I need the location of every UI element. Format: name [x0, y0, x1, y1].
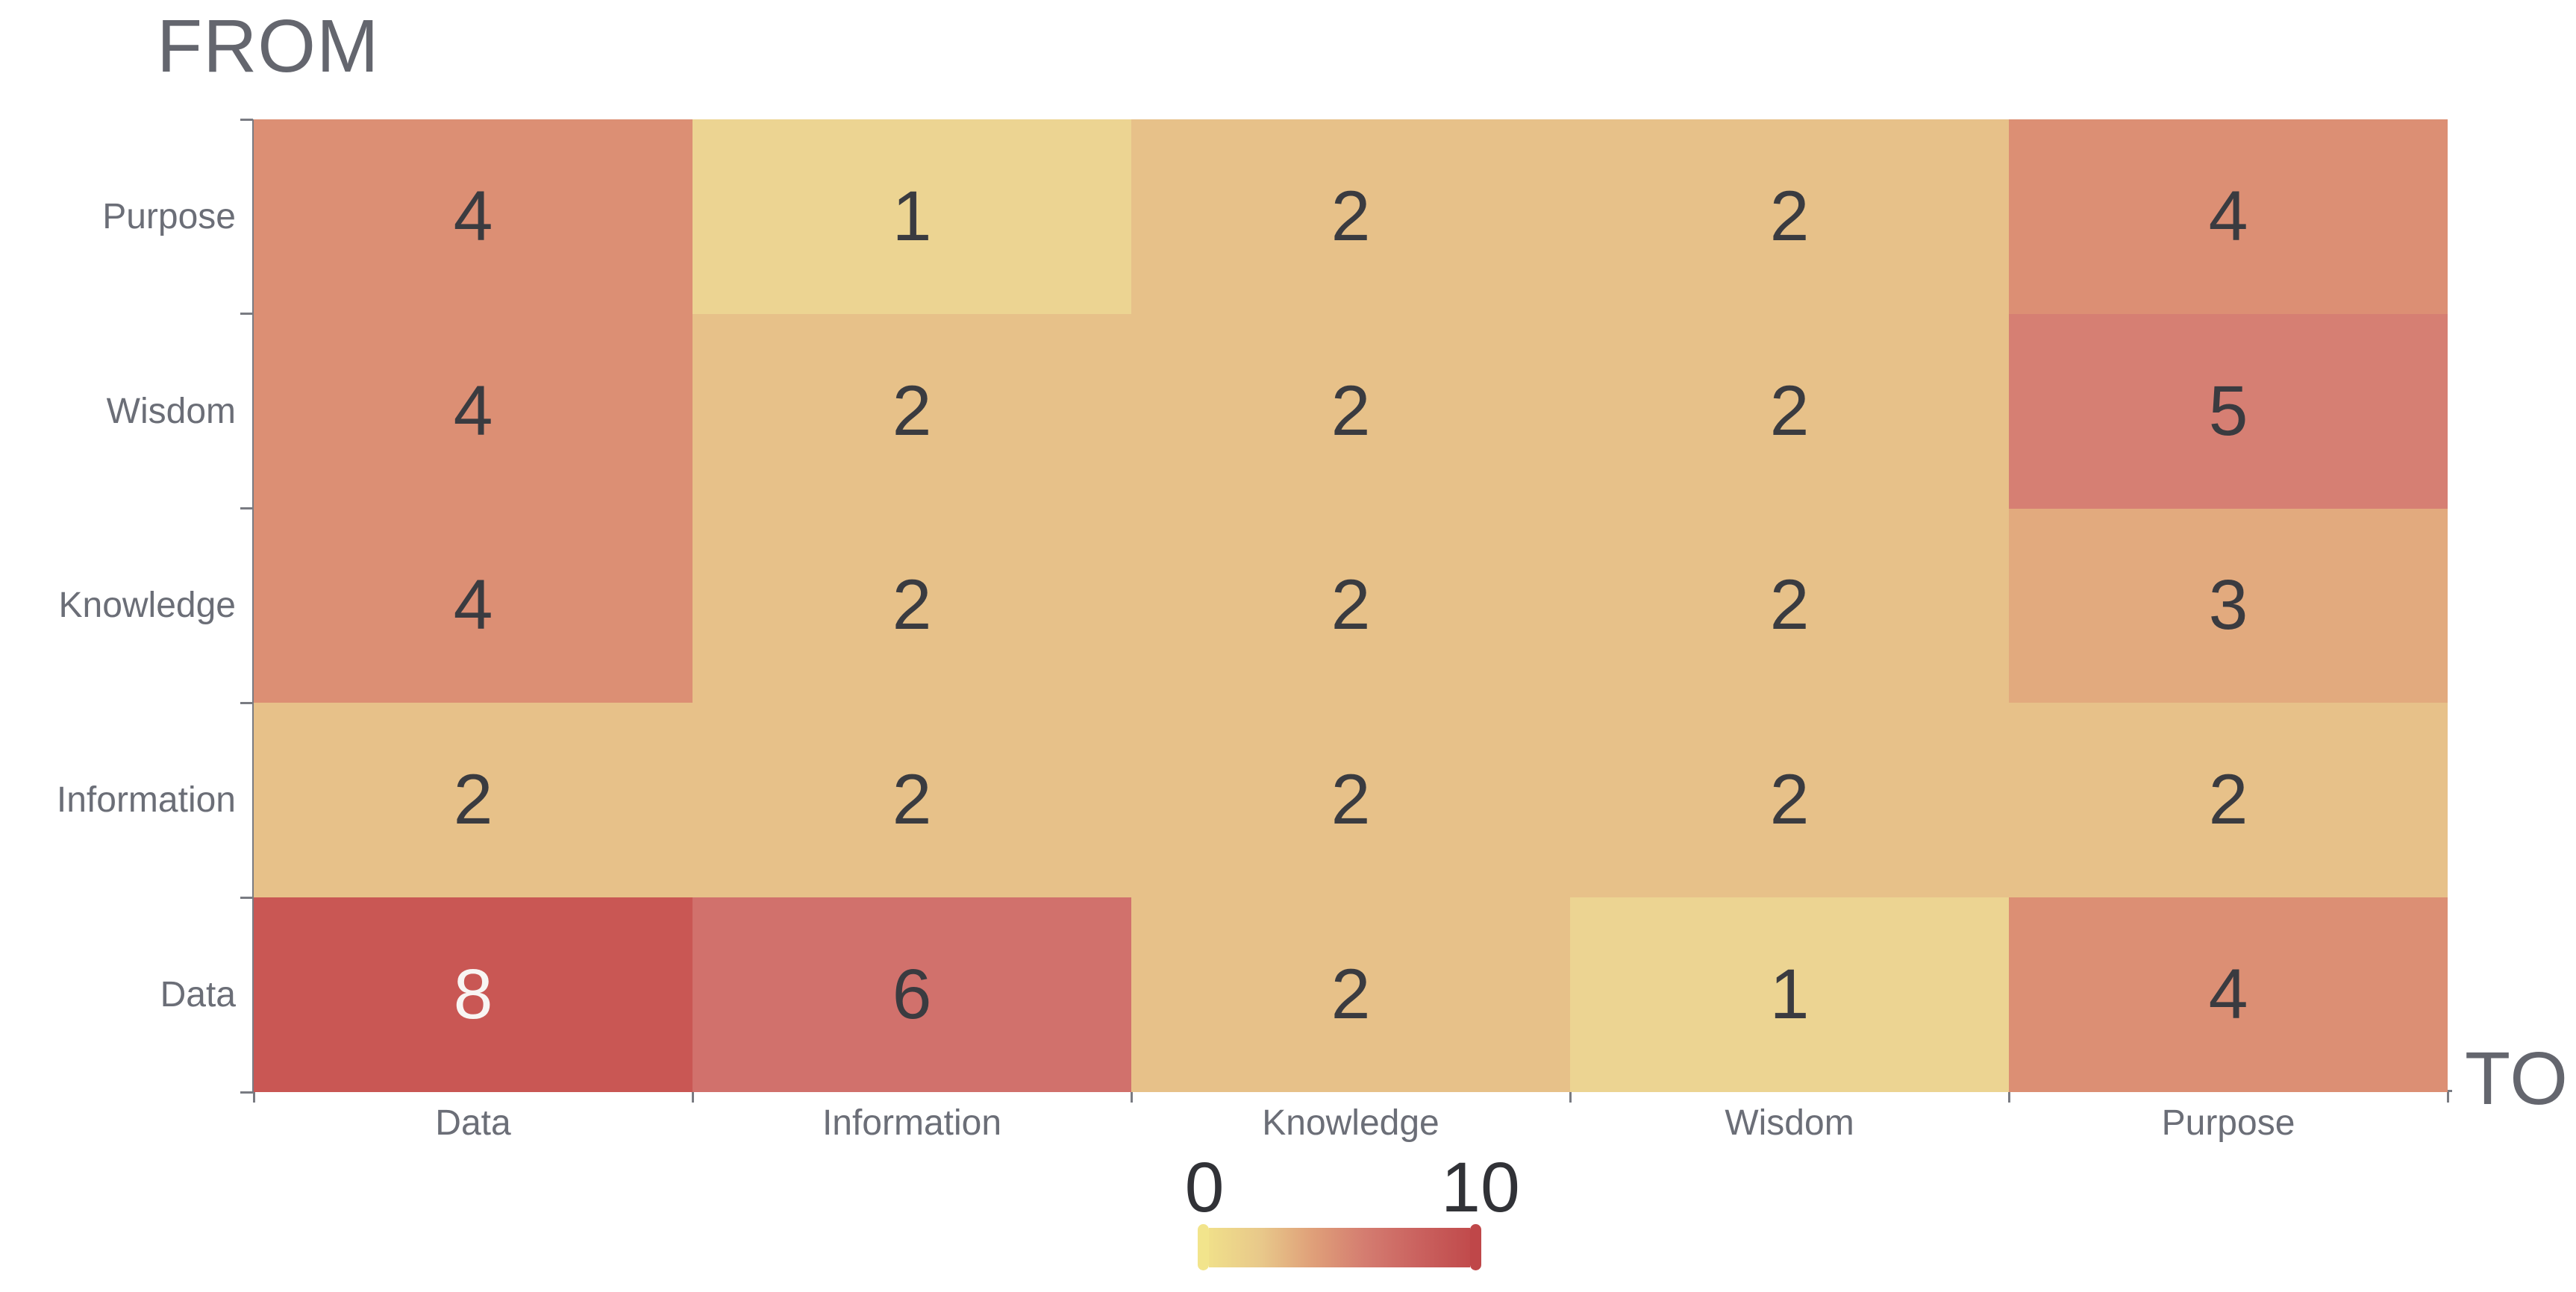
x-axis-label: Purpose: [2161, 1103, 2295, 1143]
y-axis-label: Wisdom: [106, 391, 236, 431]
y-axis-label: Purpose: [102, 196, 236, 236]
heatmap-cell[interactable]: 1: [693, 119, 1131, 314]
heatmap-cell[interactable]: 4: [254, 119, 693, 314]
y-axis-label: Information: [56, 780, 236, 821]
y-axis-line: [252, 119, 254, 1092]
y-axis-tick: [240, 507, 253, 510]
x-axis-label: Wisdom: [1725, 1103, 1854, 1143]
from-axis-title: FROM: [157, 4, 380, 88]
heatmap-cell[interactable]: 6: [693, 897, 1131, 1092]
heatmap-cell[interactable]: 2: [693, 508, 1131, 703]
x-axis-tick: [252, 1090, 255, 1103]
legend-max-cap: [1470, 1224, 1481, 1270]
heatmap-cell[interactable]: 2: [1570, 703, 2009, 898]
to-axis-title: TO: [2465, 1037, 2569, 1120]
y-axis-tick: [240, 896, 253, 899]
x-axis-tick: [1130, 1090, 1133, 1103]
x-axis-tick: [1569, 1090, 1572, 1103]
heatmap-cell[interactable]: 3: [2009, 508, 2448, 703]
legend-min-cap: [1198, 1224, 1209, 1270]
heatmap-cell[interactable]: 8: [254, 897, 693, 1092]
heatmap-cell[interactable]: 2: [693, 313, 1131, 509]
heatmap-cell[interactable]: 2: [1131, 313, 1570, 509]
heatmap-cell[interactable]: 2: [693, 703, 1131, 898]
y-axis-tick: [240, 118, 253, 121]
x-axis-label: Data: [435, 1103, 511, 1143]
legend-max-label: 10: [1441, 1148, 1520, 1227]
heatmap-cell[interactable]: 2: [1131, 703, 1570, 898]
heatmap-cell[interactable]: 2: [1131, 119, 1570, 314]
heatmap-cell[interactable]: 2: [1570, 119, 2009, 314]
y-axis-label: Data: [160, 975, 236, 1015]
legend-gradient-bar: [1209, 1228, 1470, 1267]
heatmap-cell[interactable]: 4: [254, 313, 693, 509]
heatmap-cell[interactable]: 2: [1570, 508, 2009, 703]
y-axis-tick: [240, 701, 253, 704]
y-axis-label: Knowledge: [58, 586, 236, 626]
legend-min-label: 0: [1184, 1148, 1225, 1227]
heatmap-cell[interactable]: 2: [1131, 508, 1570, 703]
heatmap-cell[interactable]: 2: [2009, 703, 2448, 898]
y-axis-tick: [240, 313, 253, 316]
heatmap-cell[interactable]: 2: [254, 703, 693, 898]
heatmap-cell[interactable]: 4: [2009, 897, 2448, 1092]
x-axis-label: Knowledge: [1262, 1103, 1439, 1143]
y-axis-tick: [240, 1091, 253, 1094]
heatmap-cell[interactable]: 1: [1570, 897, 2009, 1092]
x-axis-tick: [2007, 1090, 2010, 1103]
x-axis-label: Information: [822, 1103, 1002, 1143]
x-axis-tick: [691, 1090, 694, 1103]
heatmap-cell[interactable]: 4: [254, 508, 693, 703]
x-axis-tick: [2446, 1090, 2449, 1103]
heatmap-cell[interactable]: 2: [1570, 313, 2009, 509]
heatmap-cell[interactable]: 2: [1131, 897, 1570, 1092]
heatmap-cell[interactable]: 4: [2009, 119, 2448, 314]
heatmap-cell[interactable]: 5: [2009, 313, 2448, 509]
